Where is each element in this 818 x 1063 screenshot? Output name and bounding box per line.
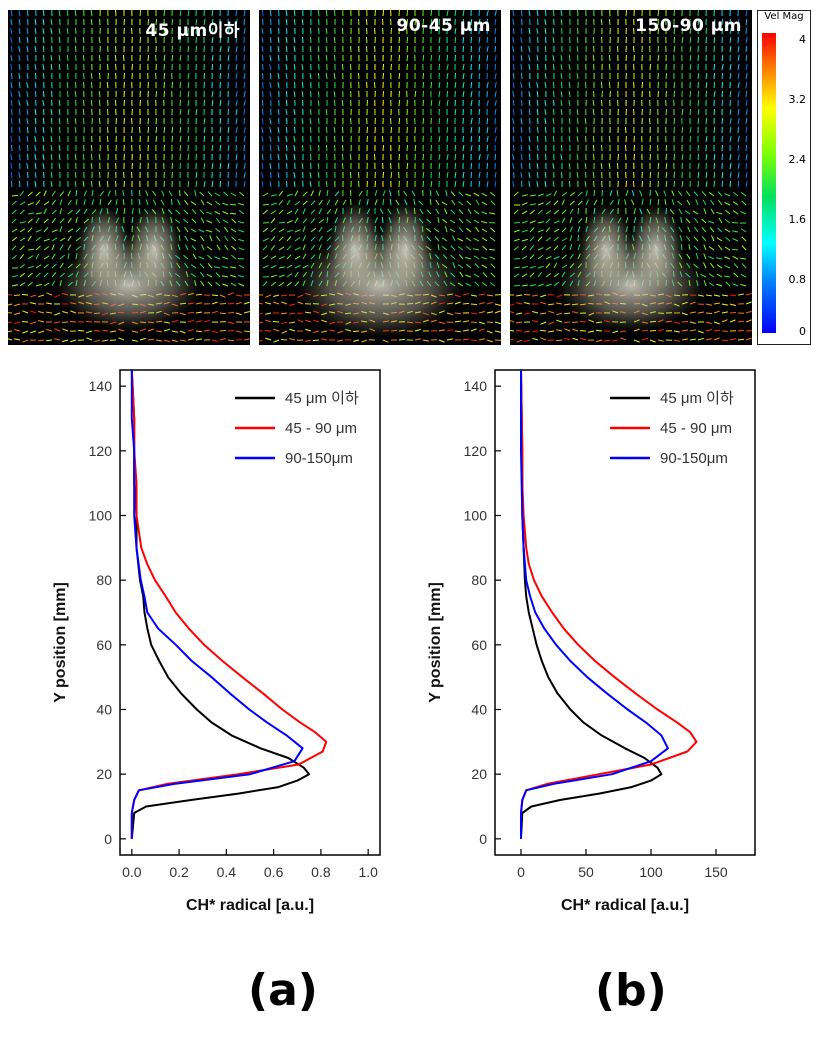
plot-frame bbox=[494, 369, 756, 856]
y-tick-label: 0 bbox=[104, 831, 112, 847]
y-axis-label: Y position [mm] bbox=[427, 582, 444, 703]
panel-title-3: 150-90 μm bbox=[635, 16, 742, 36]
x-tick-label: 0.8 bbox=[311, 864, 331, 880]
x-tick-label: 150 bbox=[704, 864, 728, 880]
legend-label-2: 90-150μm bbox=[660, 450, 728, 467]
x-tick-label: 1.0 bbox=[358, 864, 378, 880]
y-tick-label: 100 bbox=[464, 508, 488, 524]
piv-field-1 bbox=[8, 10, 250, 343]
colorbar-tick: 3.2 bbox=[788, 93, 807, 106]
series-line-2 bbox=[520, 370, 669, 839]
y-tick-label: 60 bbox=[471, 637, 487, 653]
y-tick-label: 120 bbox=[464, 443, 488, 459]
x-tick-label: 0.4 bbox=[217, 864, 237, 880]
chart-a: 0 20 40 60 80 100 120 140 0.0 0.2 0.4 0.6 0.8 1.0 CH* … bbox=[40, 360, 415, 940]
series-line-0 bbox=[520, 369, 663, 839]
y-tick-label: 100 bbox=[89, 508, 113, 524]
y-axis-label: Y position [mm] bbox=[52, 582, 69, 703]
x-tick-label: 0.6 bbox=[264, 864, 284, 880]
chart-a-svg: 0 20 40 60 80 100 120 140 0.0 0.2 0.4 0.6 0.8 1.0 CH* … bbox=[52, 369, 381, 914]
x-tick-label: 0.2 bbox=[169, 864, 189, 880]
x-axis-label: CH* radical [a.u.] bbox=[186, 897, 314, 914]
series-line-0 bbox=[130, 369, 311, 839]
y-tick-label: 40 bbox=[96, 702, 112, 718]
legend-label-1: 45 - 90 μm bbox=[285, 420, 357, 437]
colorbar-tick: 2.4 bbox=[788, 153, 807, 166]
y-tick-label: 140 bbox=[89, 378, 113, 394]
colorbar-tick: 1.6 bbox=[788, 213, 807, 226]
sublabel-a: (a) bbox=[248, 965, 318, 1016]
colorbar-tick: 0.8 bbox=[788, 273, 807, 286]
x-tick-label: 0 bbox=[517, 864, 525, 880]
y-tick-label: 40 bbox=[471, 702, 487, 718]
y-tick-label: 120 bbox=[89, 443, 113, 459]
y-tick-label: 20 bbox=[96, 766, 112, 782]
chart-b: 0 20 40 60 80 100 120 140 0 50 100 150 CH* radical [… bbox=[415, 360, 790, 940]
sublabel-b: (b) bbox=[595, 965, 667, 1016]
x-tick-label: 50 bbox=[578, 864, 594, 880]
x-tick-label: 0.0 bbox=[122, 864, 142, 880]
piv-field-2 bbox=[259, 10, 501, 343]
series-line-1 bbox=[130, 369, 328, 839]
y-tick-label: 80 bbox=[96, 572, 112, 588]
piv-panel-2: 90-45 μm bbox=[259, 10, 501, 345]
y-tick-label: 0 bbox=[479, 831, 487, 847]
y-tick-label: 20 bbox=[471, 766, 487, 782]
x-tick-label: 100 bbox=[639, 864, 663, 880]
chart-b-svg: 0 20 40 60 80 100 120 140 0 50 100 150 CH* radical [… bbox=[427, 369, 756, 914]
panel-title-2: 90-45 μm bbox=[396, 16, 491, 36]
colorbar-gradient bbox=[762, 33, 776, 333]
colorbar-tick: 4 bbox=[799, 33, 806, 46]
series-line-2 bbox=[130, 370, 304, 839]
panel-title-1: 45 μm이하 bbox=[145, 21, 240, 41]
y-tick-label: 140 bbox=[464, 378, 488, 394]
x-axis-label: CH* radical [a.u.] bbox=[561, 897, 689, 914]
legend-label-1: 45 - 90 μm bbox=[660, 420, 732, 437]
plot-frame bbox=[119, 369, 381, 856]
legend-label-0: 45 μm 이하 bbox=[660, 390, 734, 407]
piv-panel-3: 150-90 μm bbox=[510, 10, 752, 345]
legend-label-2: 90-150μm bbox=[285, 450, 353, 467]
y-tick-label: 60 bbox=[96, 637, 112, 653]
colorbar-title: Vel Mag bbox=[764, 11, 804, 22]
piv-panel-1: 45 μm이하 bbox=[8, 10, 250, 345]
series-line-1 bbox=[520, 369, 698, 839]
legend-label-0: 45 μm 이하 bbox=[285, 390, 359, 407]
piv-field-3 bbox=[510, 10, 752, 343]
colorbar-tick: 0 bbox=[799, 325, 806, 338]
y-tick-label: 80 bbox=[471, 572, 487, 588]
velocity-colorbar: Vel Mag 4 3.2 2.4 1.6 0.8 0 bbox=[757, 10, 811, 345]
